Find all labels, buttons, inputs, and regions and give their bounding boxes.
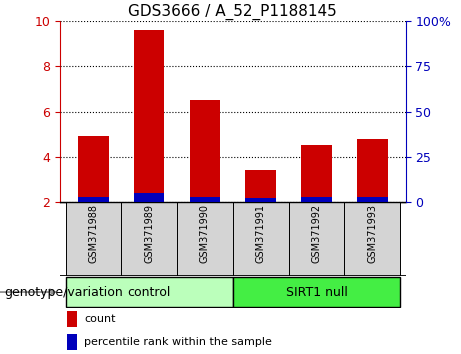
Text: genotype/variation: genotype/variation: [5, 286, 124, 298]
Bar: [177, 202, 233, 276]
Bar: [65, 202, 121, 276]
Text: percentile rank within the sample: percentile rank within the sample: [84, 337, 272, 347]
Text: SIRT1 null: SIRT1 null: [285, 286, 348, 298]
Bar: [78, 197, 109, 202]
Text: GSM371991: GSM371991: [256, 204, 266, 263]
Text: GSM371990: GSM371990: [200, 204, 210, 263]
Bar: [357, 197, 388, 202]
Bar: [189, 100, 220, 202]
Bar: [78, 136, 109, 202]
Bar: [67, 311, 77, 327]
Bar: [301, 145, 332, 202]
Bar: [233, 277, 400, 307]
Bar: [67, 334, 77, 350]
Text: count: count: [84, 314, 116, 324]
Text: GSM371993: GSM371993: [367, 204, 377, 263]
Bar: [357, 139, 388, 202]
Bar: [134, 30, 165, 202]
Bar: [134, 193, 165, 202]
Bar: [344, 202, 400, 276]
Text: control: control: [128, 286, 171, 298]
Bar: [121, 202, 177, 276]
Text: GSM371988: GSM371988: [89, 204, 98, 263]
Bar: [301, 197, 332, 202]
Title: GDS3666 / A_52_P1188145: GDS3666 / A_52_P1188145: [129, 4, 337, 20]
Bar: [65, 277, 233, 307]
Text: GSM371992: GSM371992: [312, 204, 321, 263]
Bar: [289, 202, 344, 276]
Bar: [245, 198, 276, 202]
Text: GSM371989: GSM371989: [144, 204, 154, 263]
Bar: [189, 197, 220, 202]
Bar: [245, 170, 276, 202]
Bar: [233, 202, 289, 276]
